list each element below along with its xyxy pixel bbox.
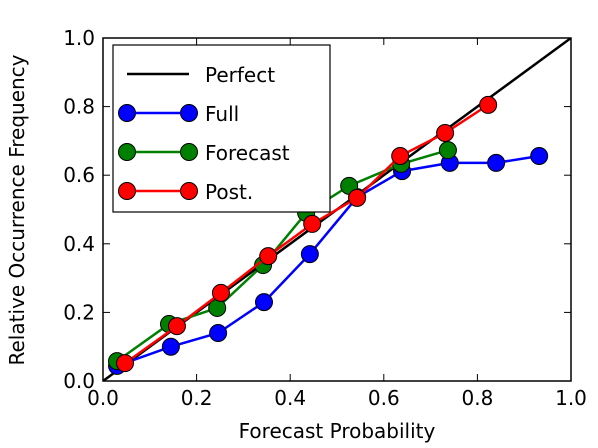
- point: [303, 214, 322, 233]
- x-axis-label: Forecast Probability: [239, 419, 436, 443]
- point: [208, 298, 227, 317]
- legend-label: Post.: [205, 180, 253, 204]
- x-tick-label: 0.0: [87, 386, 119, 410]
- legend-label: Full: [205, 102, 239, 126]
- x-tick-label: 0.4: [274, 386, 306, 410]
- point: [487, 153, 506, 172]
- legend-marker: [180, 182, 198, 200]
- legend-marker: [118, 143, 136, 161]
- point: [348, 188, 367, 207]
- legend-marker: [180, 143, 198, 161]
- y-tick-label: 0.4: [63, 232, 95, 256]
- point: [530, 146, 549, 165]
- point: [115, 354, 134, 373]
- point: [300, 245, 319, 264]
- x-tick-label: 1.0: [555, 386, 587, 410]
- y-tick-label: 1.0: [63, 26, 95, 50]
- x-tick-label: 0.8: [461, 386, 493, 410]
- legend-marker: [118, 104, 136, 122]
- point: [167, 317, 186, 336]
- point: [436, 124, 455, 143]
- point: [254, 293, 273, 312]
- y-axis-label: Relative Occurrence Frequency: [5, 54, 29, 365]
- legend-label: Forecast: [205, 141, 290, 165]
- legend-label: Perfect: [205, 63, 275, 87]
- point: [438, 141, 457, 160]
- legend-marker: [118, 182, 136, 200]
- series: [116, 154, 540, 368]
- point: [161, 337, 180, 356]
- y-tick-label: 0.8: [63, 95, 95, 119]
- point: [209, 323, 228, 342]
- plot-frame: [102, 37, 572, 382]
- y-tick-label: 0.0: [63, 369, 95, 393]
- series-line: [116, 154, 540, 368]
- point: [479, 95, 498, 114]
- y-tick-label: 0.6: [63, 163, 95, 187]
- x-tick-label: 0.6: [368, 386, 400, 410]
- y-tick-label: 0.2: [63, 300, 95, 324]
- point: [211, 283, 230, 302]
- x-tick-label: 0.2: [181, 386, 213, 410]
- point: [259, 247, 278, 266]
- point: [391, 146, 410, 165]
- legend-marker: [180, 104, 198, 122]
